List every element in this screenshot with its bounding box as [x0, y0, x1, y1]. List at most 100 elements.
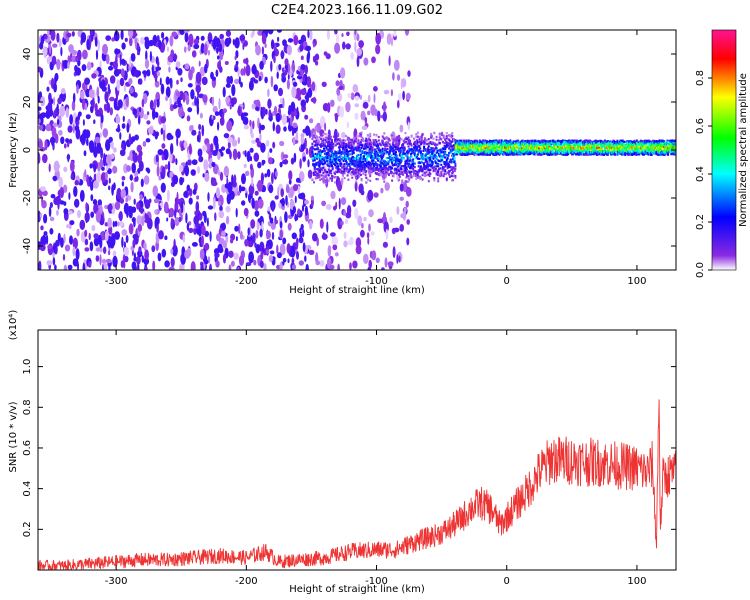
- heatmap-cell: [292, 81, 298, 87]
- heatmap-cell: [354, 95, 360, 101]
- heatmap-cell: [350, 157, 353, 160]
- heatmap-cell: [302, 156, 306, 162]
- heatmap-cell: [422, 172, 425, 175]
- heatmap-cell: [326, 102, 331, 113]
- heatmap-cell: [461, 152, 464, 155]
- heatmap-cell: [170, 257, 175, 268]
- heatmap-cell: [536, 153, 539, 156]
- heatmap-cell: [291, 86, 297, 98]
- heatmap-cell: [448, 151, 451, 155]
- heatmap-cell: [221, 222, 227, 231]
- heatmap-cell: [380, 154, 383, 157]
- heatmap-cell: [386, 140, 389, 143]
- heatmap-cell: [407, 121, 410, 131]
- heatmap-cell: [149, 99, 154, 111]
- heatmap-cell: [245, 262, 252, 267]
- heatmap-cell: [45, 123, 52, 132]
- heatmap-cell: [429, 172, 432, 175]
- heatmap-cell: [406, 187, 412, 197]
- heatmap-cell: [239, 230, 243, 240]
- heatmap-cell: [365, 140, 368, 143]
- heatmap-cell: [549, 147, 552, 150]
- heatmap-cell: [69, 235, 73, 245]
- heatmap-cell: [295, 87, 302, 98]
- heatmap-cell: [197, 86, 200, 98]
- heatmap-cell: [445, 172, 447, 176]
- heatmap-cell: [492, 145, 495, 148]
- heatmap-cell: [315, 177, 318, 180]
- heatmap-cell: [320, 139, 323, 143]
- heatmap-cell: [198, 60, 201, 67]
- heatmap-cell: [414, 174, 417, 177]
- heatmap-cell: [452, 144, 455, 147]
- heatmap-cell: [46, 56, 51, 64]
- heatmap-cell: [454, 165, 457, 168]
- heatmap-cell: [413, 172, 415, 175]
- heatmap-cell: [105, 258, 112, 264]
- heatmap-cell: [345, 161, 348, 164]
- heatmap-cell: [40, 112, 47, 118]
- heatmap-cell: [354, 30, 357, 36]
- heatmap-cell: [316, 143, 319, 146]
- heatmap-cell: [289, 186, 294, 198]
- heatmap-cell: [259, 132, 262, 142]
- heatmap-cell: [398, 162, 401, 165]
- heatmap-cell: [517, 142, 520, 145]
- heatmap-cell: [341, 131, 346, 139]
- heatmap-cell: [450, 159, 453, 162]
- heatmap-cell: [352, 167, 355, 171]
- heatmap-cell: [78, 111, 82, 117]
- heatmap-cell: [408, 162, 411, 166]
- heatmap-cell: [319, 178, 322, 181]
- heatmap-cell: [369, 161, 372, 164]
- heatmap-cell: [440, 170, 443, 173]
- heatmap-cell: [175, 61, 181, 68]
- heatmap-cell: [331, 165, 333, 168]
- heatmap-cell: [338, 197, 341, 210]
- heatmap-cell: [382, 163, 385, 166]
- heatmap-cell: [442, 154, 445, 157]
- heatmap-cell: [441, 133, 444, 137]
- heatmap-cell: [435, 158, 438, 161]
- heatmap-cell: [423, 171, 426, 174]
- heatmap-cell: [48, 92, 52, 102]
- heatmap-cell: [418, 138, 421, 141]
- heatmap-cell: [67, 153, 70, 163]
- heatmap-cell: [237, 191, 241, 196]
- heatmap-cell: [317, 154, 320, 158]
- heatmap-cell: [58, 129, 63, 136]
- heatmap-cell: [121, 181, 125, 187]
- heatmap-cell: [141, 215, 145, 227]
- heatmap-cell: [357, 149, 360, 152]
- heatmap-cell: [530, 149, 533, 152]
- heatmap-cell: [99, 254, 102, 266]
- heatmap-cell: [543, 152, 546, 155]
- heatmap-cell: [186, 115, 191, 122]
- heatmap-cell: [72, 258, 79, 267]
- heatmap-cell: [84, 102, 88, 111]
- heatmap-cell: [482, 149, 485, 152]
- heatmap-cell: [562, 143, 565, 146]
- heatmap-cell: [550, 153, 553, 156]
- heatmap-cell: [389, 165, 392, 168]
- heatmap-cell: [402, 150, 405, 153]
- heatmap-cell: [495, 139, 498, 142]
- heatmap-cell: [120, 30, 124, 40]
- heatmap-cell: [348, 163, 351, 166]
- heatmap-cell: [72, 92, 76, 103]
- heatmap-cell: [250, 219, 256, 229]
- heatmap-cell: [323, 152, 326, 156]
- heatmap-cell: [304, 205, 308, 216]
- heatmap-cell: [395, 159, 398, 162]
- heatmap-cell: [407, 70, 411, 77]
- heatmap-cell: [320, 145, 322, 148]
- heatmap-cell: [323, 51, 328, 56]
- heatmap-cell: [414, 140, 417, 143]
- heatmap-cell: [371, 141, 374, 144]
- heatmap-cell: [389, 168, 392, 171]
- heatmap-cell: [336, 87, 341, 96]
- heatmap-cell: [129, 86, 134, 94]
- heatmap-cell: [409, 152, 412, 156]
- heatmap-cell: [70, 173, 74, 180]
- heatmap-cell: [346, 154, 349, 158]
